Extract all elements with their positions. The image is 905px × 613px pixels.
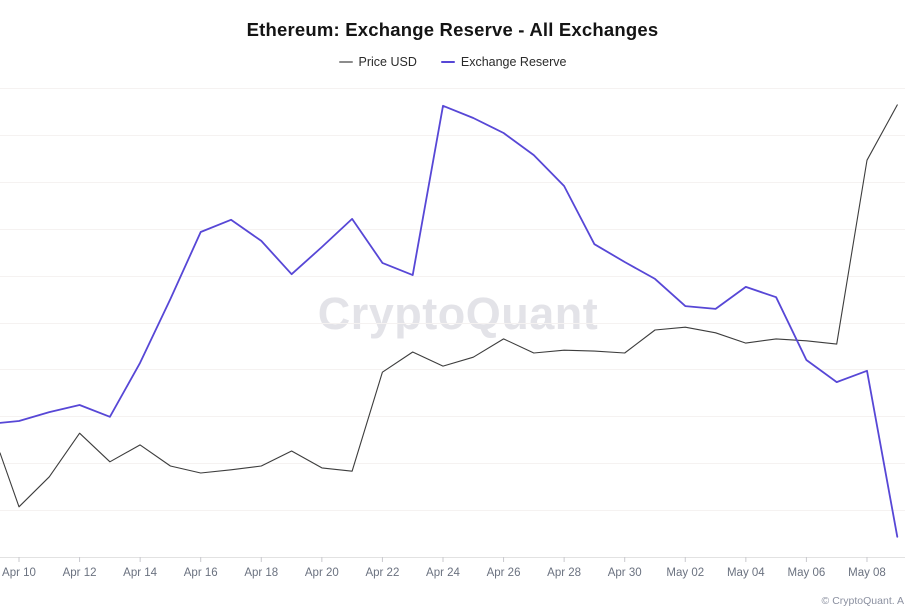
exchange-reserve-line — [0, 104, 899, 538]
legend-item-exchange-reserve[interactable]: Exchange Reserve — [440, 55, 567, 69]
x-axis-label: Apr 12 — [62, 567, 97, 579]
legend-label-exchange-reserve: Exchange Reserve — [460, 55, 567, 69]
x-axis-label: Apr 18 — [244, 567, 279, 579]
legend-item-price-usd[interactable]: Price USD — [338, 55, 417, 69]
exchange-reserve-legend-dash-icon — [440, 61, 455, 63]
x-axis-label: Apr 22 — [365, 567, 400, 579]
price-usd-legend-dash-icon — [338, 61, 353, 63]
x-axis-label: May 02 — [666, 567, 705, 579]
price-usd-line — [0, 104, 898, 508]
x-axis: Apr 10 Apr 12 Apr 14 Apr 16 Apr 18 Apr 20 Apr … — [0, 567, 905, 583]
x-axis-label: Apr 30 — [607, 567, 642, 579]
x-axis-label: Apr 16 — [183, 567, 218, 579]
chart-title: Ethereum: Exchange Reserve - All Exchang… — [246, 19, 659, 40]
x-axis-label: May 08 — [848, 567, 886, 579]
x-axis-label: Apr 20 — [304, 567, 339, 579]
x-axis-label: Apr 28 — [547, 567, 582, 579]
legend-label-price-usd: Price USD — [358, 55, 417, 69]
x-axis-label: May 04 — [726, 567, 765, 579]
copyright-attribution: © CryptoQuant. A — [821, 595, 904, 607]
x-axis-label: Apr 26 — [486, 567, 521, 579]
x-axis-label: Apr 10 — [2, 567, 36, 579]
x-axis-label: May 06 — [787, 567, 826, 579]
x-axis-label: Apr 24 — [426, 567, 460, 579]
x-axis-label: Apr 14 — [123, 567, 158, 579]
plot-area[interactable] — [0, 88, 905, 564]
chart-legend: Price USD Exchange Reserve — [0, 53, 905, 71]
